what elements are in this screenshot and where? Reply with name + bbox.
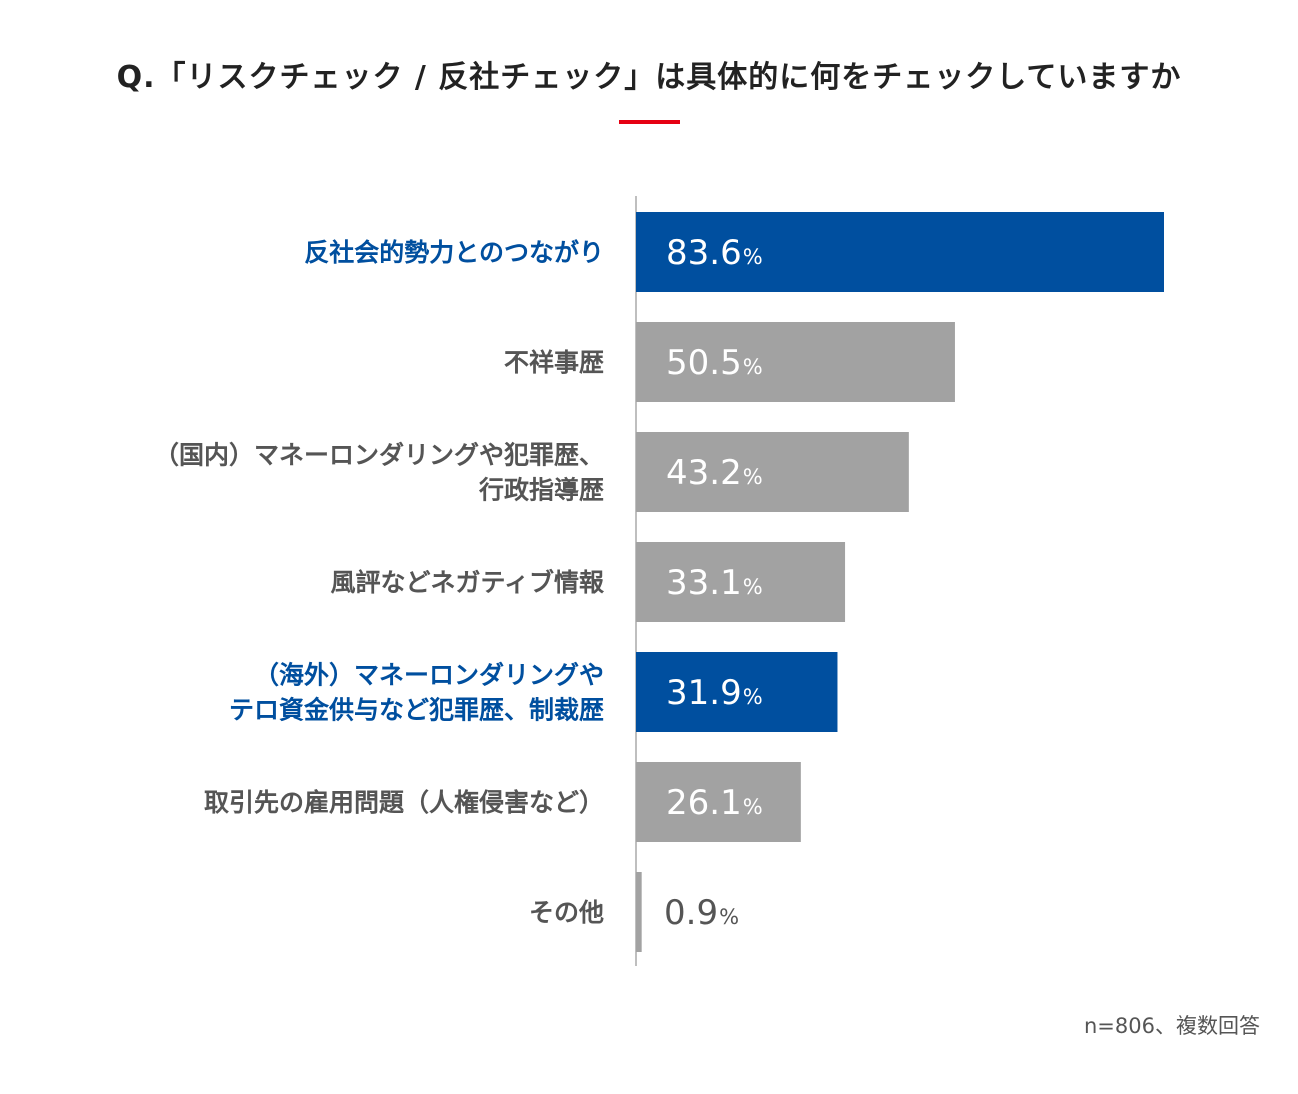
category-label-6: 取引先の雇用問題（人権侵害など） <box>204 788 604 817</box>
bar-3 <box>636 432 909 512</box>
value-label-6: 26.1% <box>666 783 763 823</box>
value-label-1: 83.6% <box>666 233 763 273</box>
value-label-2: 50.5% <box>666 343 763 383</box>
category-label-3: （国内）マネーロンダリングや犯罪歴、行政指導歴 <box>154 441 604 505</box>
value-label-7: 0.9% <box>664 893 739 933</box>
chart-title: Q.「リスクチェック / 反社チェック」は具体的に何をチェックしていますか <box>116 60 1182 95</box>
value-label-5: 31.9% <box>666 673 763 713</box>
bar-7 <box>636 872 642 952</box>
category-label-4: 風評などネガティブ情報 <box>330 568 605 597</box>
bar-5 <box>636 652 838 732</box>
value-label-3: 43.2% <box>666 453 763 493</box>
sample-size-note: n=806、複数回答 <box>1084 1014 1260 1038</box>
category-label-2: 不祥事歴 <box>504 348 604 377</box>
bar-4 <box>636 542 846 622</box>
bar-6 <box>636 762 801 842</box>
category-label-5: （海外）マネーロンダリングやテロ資金供与など犯罪歴、制裁歴 <box>229 661 604 725</box>
value-label-4: 33.1% <box>666 563 763 603</box>
category-label-7: その他 <box>529 898 604 927</box>
bar-2 <box>636 322 955 402</box>
title-accent-rule <box>619 120 680 124</box>
bar-1 <box>636 212 1164 292</box>
category-label-1: 反社会的勢力とのつながり <box>304 238 604 267</box>
